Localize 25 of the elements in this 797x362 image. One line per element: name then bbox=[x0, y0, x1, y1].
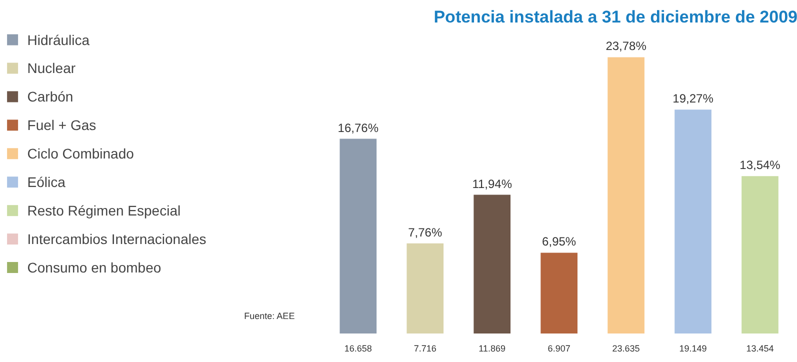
text: 11.869 bbox=[478, 343, 506, 354]
legend-label: Consumo en bombeo bbox=[27, 260, 162, 276]
legend-label: Intercambios Internacionales bbox=[27, 231, 206, 248]
chart-title: Potencia instalada a 31 de diciembre de 2009 bbox=[434, 8, 797, 26]
legend-label: Carbón bbox=[27, 88, 74, 105]
data-label: 19,27% bbox=[672, 92, 714, 106]
source-note: Fuente: AEE bbox=[244, 311, 295, 322]
legend-label: Hidráulica bbox=[27, 32, 90, 48]
legend-label: Nuclear bbox=[27, 60, 76, 76]
text: 23.635 bbox=[612, 343, 640, 354]
legend-label: Fuel + Gas bbox=[27, 117, 96, 134]
data-label: 16,76% bbox=[338, 120, 379, 135]
text: 7.716 bbox=[414, 343, 436, 354]
data-label: 23,78% bbox=[606, 39, 647, 54]
text: 13.454 bbox=[746, 343, 774, 354]
data-label: 7,76% bbox=[408, 225, 442, 240]
legend-label: Eólica bbox=[27, 174, 66, 190]
data-label: 13,54% bbox=[740, 158, 781, 172]
data-label: 6,95% bbox=[542, 234, 576, 249]
text: 6.907 bbox=[548, 343, 570, 354]
legend-label: Ciclo Combinado bbox=[27, 146, 134, 162]
text: 19.149 bbox=[679, 343, 707, 354]
legend-label: Resto Régimen Especial bbox=[27, 202, 181, 219]
data-label: 11,94% bbox=[472, 176, 512, 191]
text: 16.658 bbox=[344, 343, 372, 354]
